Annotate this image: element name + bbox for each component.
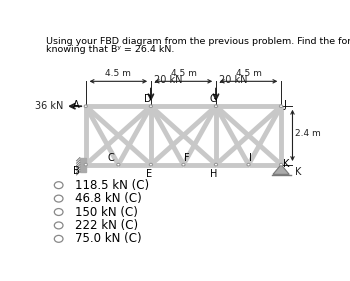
Circle shape xyxy=(84,105,88,108)
Circle shape xyxy=(149,105,153,108)
Circle shape xyxy=(279,163,283,166)
Circle shape xyxy=(117,163,120,166)
Text: I: I xyxy=(249,153,252,163)
Circle shape xyxy=(84,163,88,166)
Text: 150 kN (C): 150 kN (C) xyxy=(76,205,138,219)
Text: 20 kN: 20 kN xyxy=(154,74,182,85)
Text: 46.8 kN (C): 46.8 kN (C) xyxy=(76,192,142,205)
Circle shape xyxy=(54,195,63,202)
Polygon shape xyxy=(273,165,289,174)
Circle shape xyxy=(54,182,63,189)
Text: 36 kN: 36 kN xyxy=(35,101,64,111)
Text: Using your FBD diagram from the previous problem. Find the force in member DG: Using your FBD diagram from the previous… xyxy=(47,37,350,46)
Circle shape xyxy=(54,209,63,216)
Circle shape xyxy=(54,235,63,242)
Text: G: G xyxy=(210,94,217,104)
Text: 4.5 m: 4.5 m xyxy=(236,69,261,78)
Text: 118.5 kN (C): 118.5 kN (C) xyxy=(76,179,149,192)
Text: knowing that Bʸ = 26.4 kN.: knowing that Bʸ = 26.4 kN. xyxy=(47,45,175,54)
Text: F: F xyxy=(184,153,190,163)
Circle shape xyxy=(214,105,218,108)
Text: K: K xyxy=(283,158,290,169)
Text: K: K xyxy=(295,167,302,177)
Text: 2.4 m: 2.4 m xyxy=(295,129,321,138)
Text: 222 kN (C): 222 kN (C) xyxy=(76,219,139,232)
Text: C: C xyxy=(108,153,114,163)
Circle shape xyxy=(279,105,283,108)
Circle shape xyxy=(54,222,63,229)
Bar xyxy=(80,158,86,172)
Circle shape xyxy=(182,163,185,166)
Text: 4.5 m: 4.5 m xyxy=(105,69,131,78)
Circle shape xyxy=(149,163,153,166)
Text: D: D xyxy=(144,94,152,104)
Text: 20 kN: 20 kN xyxy=(219,74,247,85)
Text: 4.5 m: 4.5 m xyxy=(170,69,196,78)
Text: E: E xyxy=(146,169,152,179)
Circle shape xyxy=(214,163,218,166)
Text: A: A xyxy=(73,100,80,110)
Circle shape xyxy=(247,163,250,166)
Text: 75.0 kN (C): 75.0 kN (C) xyxy=(76,232,142,245)
Text: J: J xyxy=(284,100,287,110)
Text: B: B xyxy=(73,166,80,176)
Text: H: H xyxy=(210,169,217,179)
